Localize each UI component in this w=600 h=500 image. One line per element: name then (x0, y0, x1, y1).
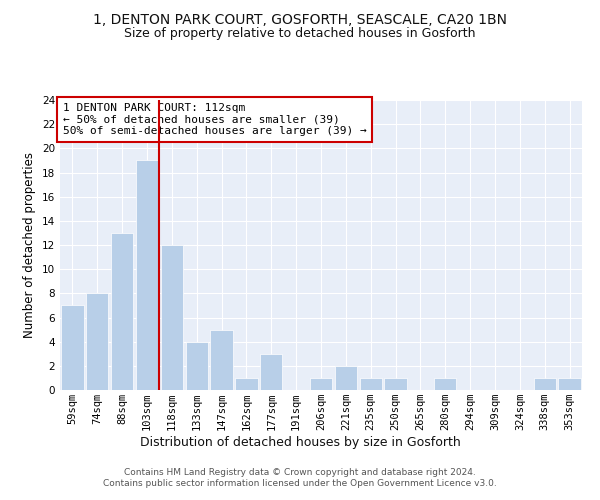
Text: 1 DENTON PARK COURT: 112sqm
← 50% of detached houses are smaller (39)
50% of sem: 1 DENTON PARK COURT: 112sqm ← 50% of det… (62, 103, 367, 136)
Bar (559, 378, 581, 390)
Bar (533, 378, 556, 390)
Text: Distribution of detached houses by size in Gosforth: Distribution of detached houses by size … (140, 436, 460, 449)
Bar (310, 378, 332, 390)
Bar (136, 160, 158, 390)
Bar (161, 245, 183, 390)
Bar (61, 306, 83, 390)
Bar (335, 366, 357, 390)
Bar (359, 378, 382, 390)
Bar (185, 342, 208, 390)
Text: Size of property relative to detached houses in Gosforth: Size of property relative to detached ho… (124, 28, 476, 40)
Bar (235, 378, 257, 390)
Bar (211, 330, 233, 390)
Text: Contains HM Land Registry data © Crown copyright and database right 2024.
Contai: Contains HM Land Registry data © Crown c… (103, 468, 497, 487)
Y-axis label: Number of detached properties: Number of detached properties (23, 152, 37, 338)
Bar (434, 378, 457, 390)
Text: 1, DENTON PARK COURT, GOSFORTH, SEASCALE, CA20 1BN: 1, DENTON PARK COURT, GOSFORTH, SEASCALE… (93, 12, 507, 26)
Bar (385, 378, 407, 390)
Bar (86, 294, 109, 390)
Bar (111, 233, 133, 390)
Bar (260, 354, 283, 390)
